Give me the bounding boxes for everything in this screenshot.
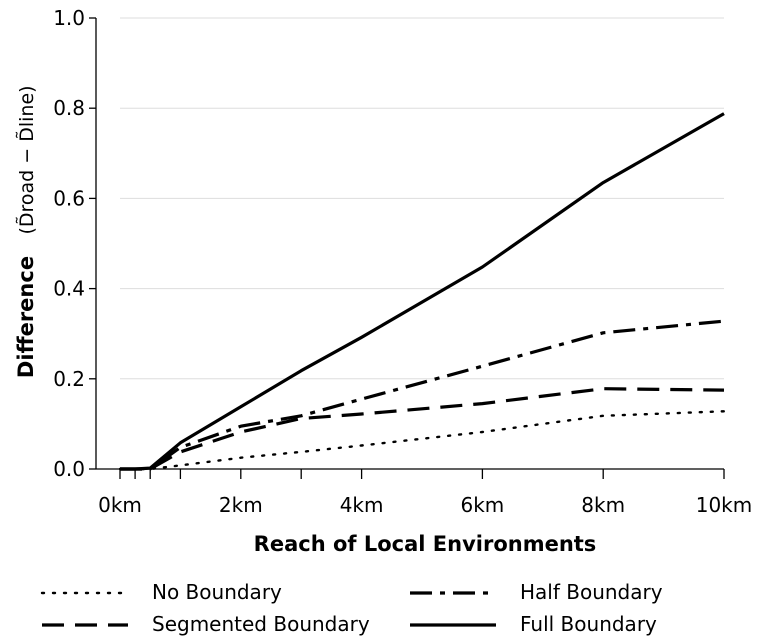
y-tick-label-5: 1.0 bbox=[53, 6, 85, 30]
y-tick-label-3: 0.6 bbox=[53, 186, 85, 210]
x-tick-label-2: 4km bbox=[340, 493, 384, 517]
legend-label-full-boundary: Full Boundary bbox=[520, 612, 657, 636]
x-ticks: 0km 2km 4km 6km 8km 10km bbox=[98, 469, 752, 517]
legend-label-no-boundary: No Boundary bbox=[152, 580, 282, 604]
series-line-segmented-boundary bbox=[120, 387, 725, 471]
gridlines bbox=[120, 17, 724, 380]
x-tick-label-3: 6km bbox=[461, 493, 505, 517]
y-tick-label-4: 0.8 bbox=[53, 96, 85, 120]
x-tick-label-1: 2km bbox=[219, 493, 263, 517]
y-tick-label-2: 0.4 bbox=[53, 277, 85, 301]
y-tick-label-1: 0.2 bbox=[53, 367, 85, 391]
legend-label-segmented-boundary: Segmented Boundary bbox=[152, 612, 370, 636]
y-axis-formula: (D̃road − D̃line) bbox=[16, 85, 38, 234]
series-lines bbox=[118, 112, 726, 471]
series-line-no-boundary bbox=[118, 410, 726, 471]
axes bbox=[95, 18, 724, 470]
series-line-half-boundary bbox=[120, 319, 725, 471]
legend-label-half-boundary: Half Boundary bbox=[520, 580, 663, 604]
y-tick-label-0: 0.0 bbox=[53, 457, 85, 481]
legend: No Boundary Half Boundary Segmented Bounda… bbox=[40, 580, 663, 636]
y-ticks: 0.0 0.2 0.4 0.6 0.8 1.0 bbox=[53, 6, 96, 481]
x-tick-label-4: 8km bbox=[581, 493, 625, 517]
x-tick-label-5: 10km bbox=[696, 493, 753, 517]
series-line-full-boundary bbox=[120, 112, 725, 471]
x-axis-title: Reach of Local Environments bbox=[254, 532, 597, 556]
x-tick-label-0: 0km bbox=[98, 493, 142, 517]
y-axis-title: Difference bbox=[14, 256, 38, 378]
